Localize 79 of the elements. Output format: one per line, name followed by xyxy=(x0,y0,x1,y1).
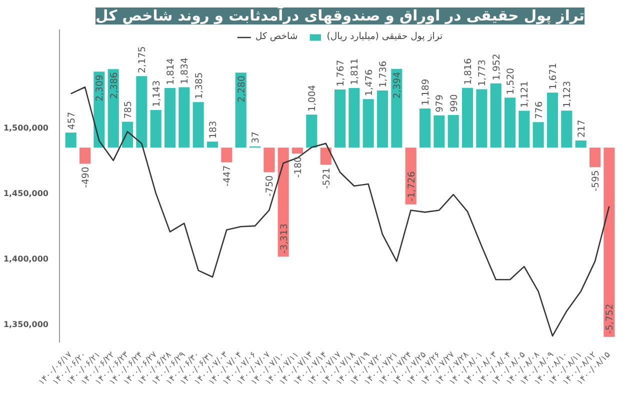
legend-label: تراز پول حقیقی (میلیارد ریال) xyxy=(326,31,443,42)
bar xyxy=(348,88,360,148)
data-label: 1,671 xyxy=(548,62,559,90)
bar xyxy=(575,140,586,148)
data-label: 1,816 xyxy=(463,58,474,85)
bar xyxy=(334,90,346,148)
bar xyxy=(362,99,374,148)
data-label: -595 xyxy=(590,170,602,192)
data-label: -3,313 xyxy=(278,223,290,254)
data-label: -5,752 xyxy=(604,304,616,334)
bar xyxy=(561,110,572,148)
bar xyxy=(518,110,530,148)
data-label: 2,309 xyxy=(94,74,106,102)
y-tick-label: 1,400,000 xyxy=(3,254,49,264)
data-label: -521 xyxy=(321,168,332,189)
data-label: 1,121 xyxy=(520,80,531,108)
data-label: -180 xyxy=(293,156,304,178)
data-label: 1,385 xyxy=(194,72,205,100)
data-label: -490 xyxy=(80,166,92,188)
bar xyxy=(206,142,218,148)
bar xyxy=(79,148,91,164)
bar xyxy=(504,98,516,148)
data-label: 2,175 xyxy=(137,46,148,74)
data-label: 776 xyxy=(534,101,545,120)
bar xyxy=(490,83,502,148)
bar xyxy=(448,115,459,148)
bar xyxy=(306,114,318,148)
chart-title: تراز پول حقیقی در اوراق و صندوقهای درآمدثابت و روند شاخص کل xyxy=(95,6,585,24)
data-label: 1,520 xyxy=(506,68,516,95)
bar xyxy=(122,122,134,148)
bar xyxy=(278,148,289,257)
data-label: 183 xyxy=(208,120,219,139)
data-label: 1,814 xyxy=(166,58,176,85)
legend-label: شاخص کل xyxy=(255,31,298,42)
data-label: 2,386 xyxy=(108,72,120,99)
data-label: 1,773 xyxy=(477,60,488,86)
bar xyxy=(192,102,204,148)
data-label: -750 xyxy=(264,175,276,196)
bar xyxy=(65,132,76,148)
data-label: -447 xyxy=(222,165,234,186)
data-label: 1,189 xyxy=(420,78,432,106)
data-label: 1,834 xyxy=(180,58,191,84)
data-label: 1,736 xyxy=(378,60,389,88)
bar xyxy=(320,148,332,165)
bar xyxy=(476,89,488,148)
data-label: 785 xyxy=(123,100,134,119)
y-tick-label: 1,500,000 xyxy=(3,124,49,133)
bar xyxy=(604,148,615,337)
data-label: -1,726 xyxy=(406,171,418,202)
data-label: 1,004 xyxy=(307,84,318,112)
y-tick-label: 1,350,000 xyxy=(3,320,49,330)
bar xyxy=(264,148,275,172)
data-label: 2,280 xyxy=(236,76,248,102)
bar xyxy=(221,148,232,162)
bar xyxy=(434,115,445,148)
data-label: 2,394 xyxy=(392,72,404,99)
data-label: 37 xyxy=(250,131,262,144)
data-label: 979 xyxy=(434,94,446,112)
bar xyxy=(546,92,558,148)
data-label: 1,767 xyxy=(336,60,346,86)
data-label: 1,476 xyxy=(364,69,375,96)
bar xyxy=(136,76,148,148)
bar xyxy=(376,90,388,148)
data-label: 457 xyxy=(66,112,78,130)
data-label: 990 xyxy=(448,94,460,112)
data-label: 1,143 xyxy=(151,80,162,108)
data-label: 1,811 xyxy=(350,58,361,86)
bar xyxy=(164,88,176,148)
bar xyxy=(150,110,162,148)
bar xyxy=(532,122,544,148)
bar xyxy=(419,108,431,148)
bar xyxy=(178,87,190,148)
data-label: 217 xyxy=(576,120,588,138)
bar xyxy=(292,148,304,154)
bar xyxy=(462,88,474,148)
bar xyxy=(589,148,601,168)
y-tick-label: 1,450,000 xyxy=(3,189,49,198)
data-label: 1,123 xyxy=(562,80,574,108)
data-label: 1,952 xyxy=(491,54,502,80)
